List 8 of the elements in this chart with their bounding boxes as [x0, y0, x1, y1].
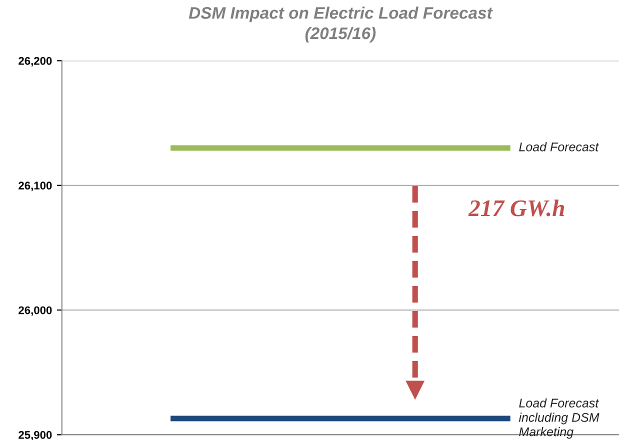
series-label: Load Forecast including DSM Marketing	[518, 398, 600, 439]
annotation: 217 GW.h	[468, 200, 564, 216]
y-tick-label: 25,900	[18, 430, 52, 440]
y-tick-label: 26,000	[18, 306, 52, 316]
chart-title: DSM Impact on Electric Load Forecast (2015/16)	[188, 6, 493, 43]
y-tick-label: 26,200	[18, 56, 52, 66]
y-tick-label: 26,100	[18, 182, 52, 192]
series-label: Load Forecast	[519, 142, 600, 152]
